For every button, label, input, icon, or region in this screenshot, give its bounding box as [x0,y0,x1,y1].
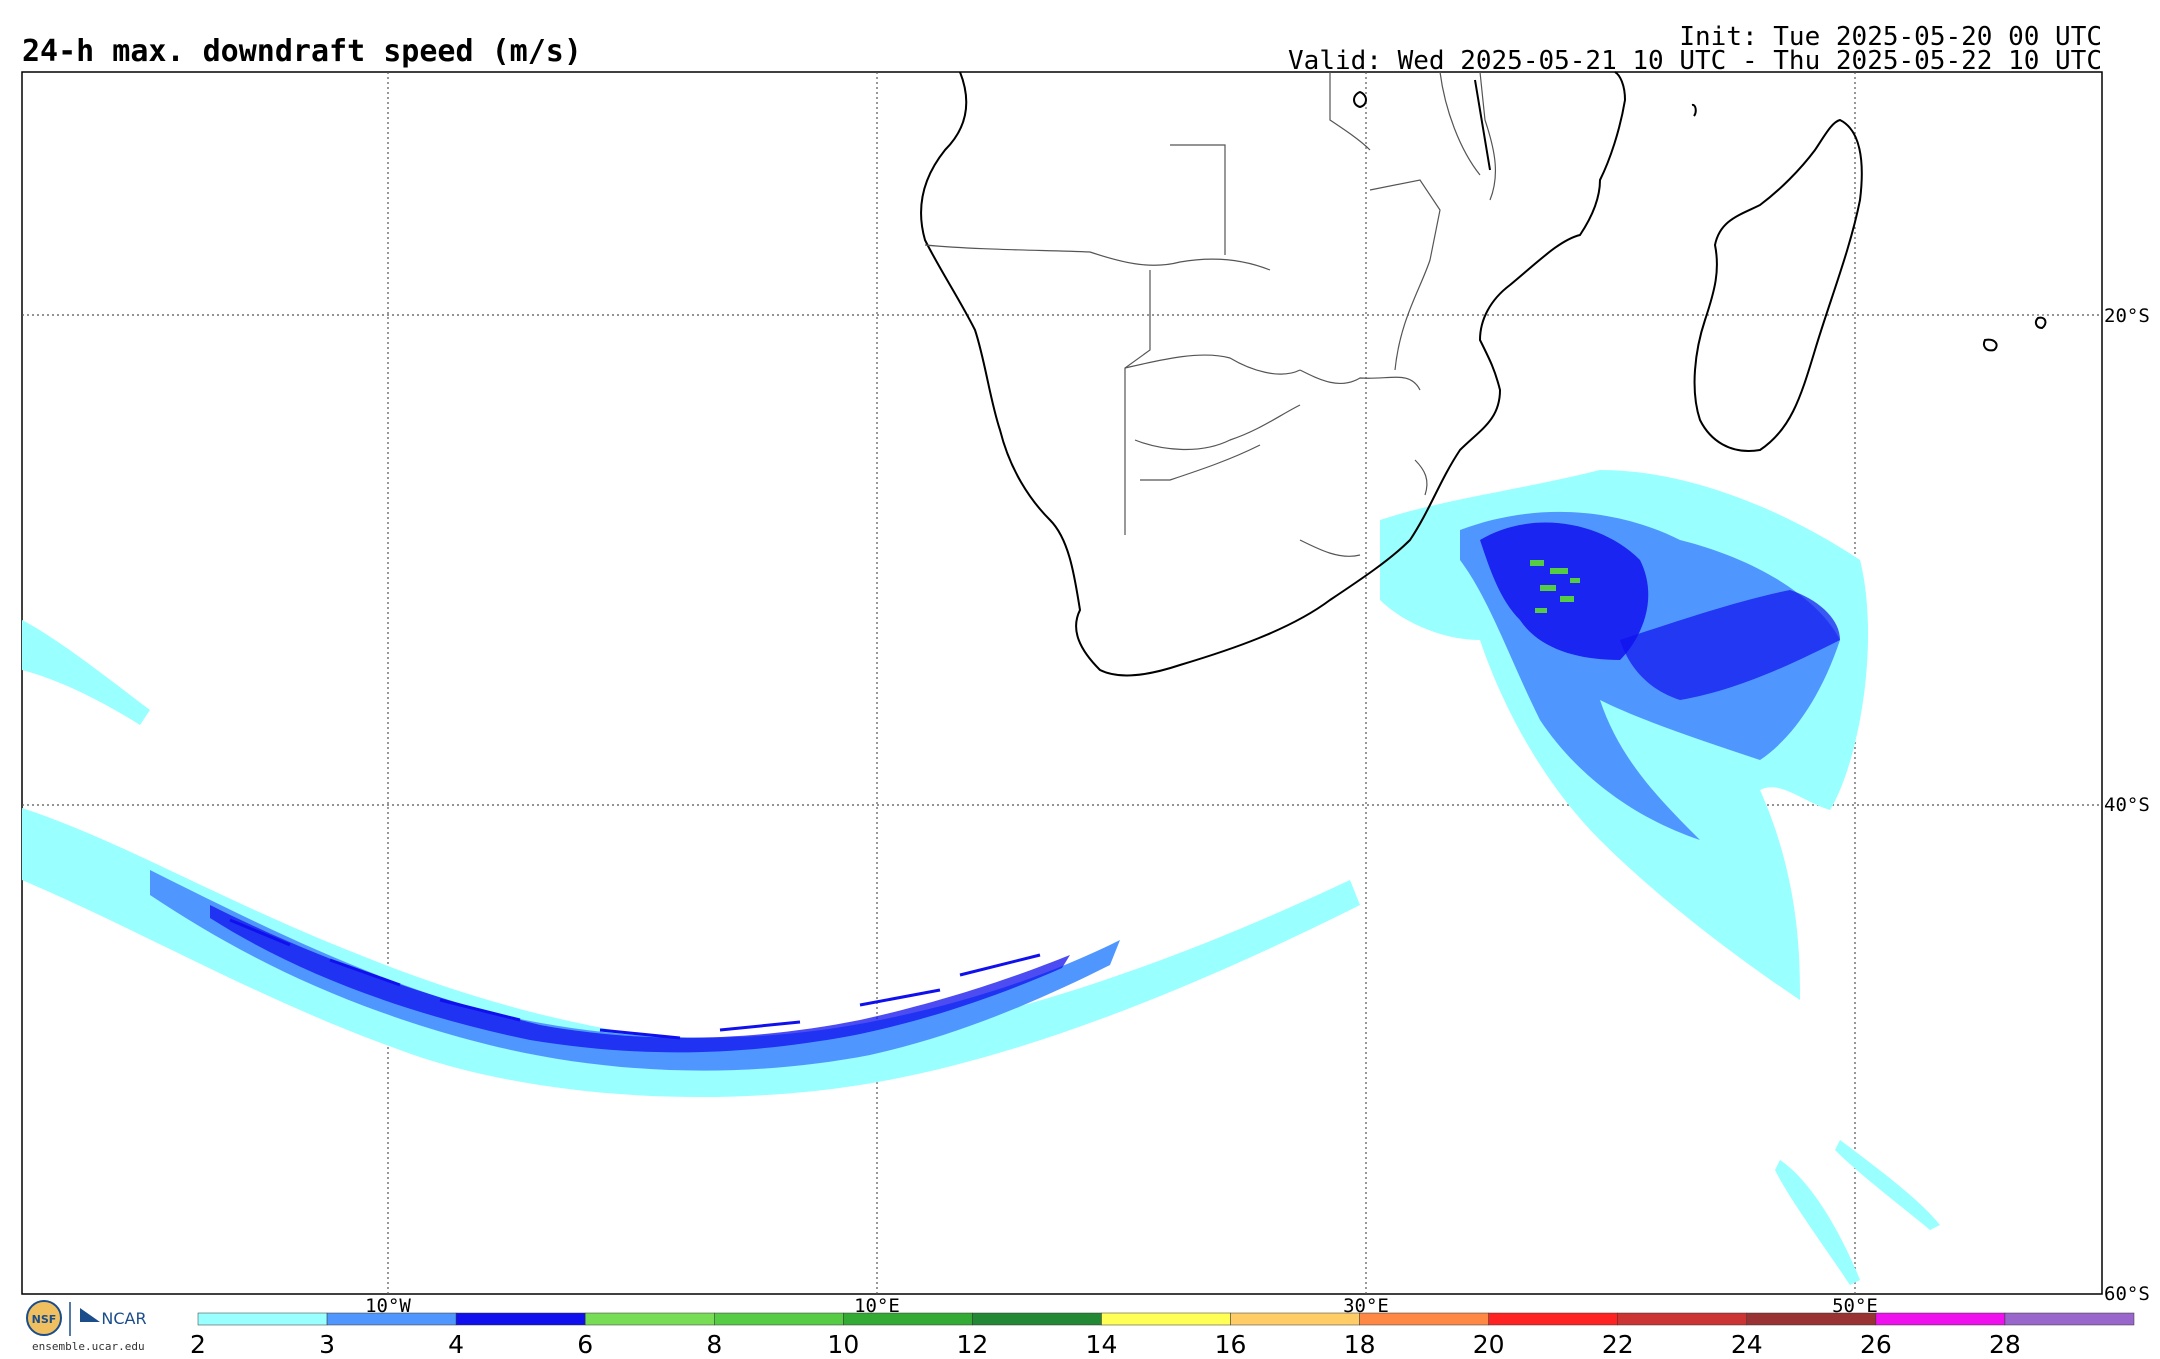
lake-malawi [1474,79,1491,171]
far-se-streak-1 [1775,1160,1860,1285]
island-mauritius [1983,338,1998,352]
colorbar-tick-label: 2 [190,1330,206,1359]
colorbar-swatch [843,1312,973,1326]
colorbar-tick-label: 18 [1343,1330,1376,1359]
colorbar-tick-label: 24 [1730,1330,1763,1359]
colorbar-tick-label: 26 [1859,1330,1892,1359]
colorbar-swatch [1875,1312,2006,1326]
colorbar-tick-label: 20 [1472,1330,1505,1359]
site-url: ensemble.ucar.edu [32,1340,145,1353]
ncar-logo-text: NCAR [101,1309,146,1328]
colorbar-swatch [972,1312,1102,1326]
nsf-logo-icon [26,1300,62,1336]
colorbar-tick-label: 28 [1989,1330,2021,1359]
lat-label-60s: 60°S [2104,1283,2150,1305]
colorbar-tick-label: 14 [1085,1330,1118,1359]
colorbar [197,1312,2135,1326]
colorbar-swatch [455,1312,586,1326]
ncar-logo-icon [80,1308,100,1322]
lon-label-30e: 30°E [1343,1295,1389,1317]
country-borders [924,71,1497,557]
se-plume-east-core [1620,590,1840,700]
nsf-logo-text: NSF [32,1313,57,1326]
se-plume-green-cells [1530,560,1580,613]
lat-label-20s: 20°S [2104,305,2150,327]
colorbar-swatch [1488,1312,1618,1326]
island-comoros [1691,103,1697,117]
colorbar-tick-label: 22 [1601,1330,1634,1359]
colorbar-tick-label: 6 [577,1330,594,1359]
colorbar-swatch [584,1312,715,1326]
lat-label-40s: 40°S [2104,794,2150,816]
colorbar-swatch [197,1312,328,1326]
colorbar-swatch [1617,1312,1748,1326]
madagascar-coastline [1693,118,1863,452]
valid-time: Valid: Wed 2025-05-21 10 UTC - Thu 2025-… [1288,46,2102,76]
colorbar-tick-label: 4 [448,1330,465,1359]
left-edge-plume [22,620,150,725]
colorbar-swatch [1359,1312,1489,1326]
colorbar-tick-label: 8 [706,1330,723,1359]
lake [1353,90,1367,109]
map-title: 24-h max. downdraft speed (m/s) [22,34,582,69]
colorbar-swatch [1230,1312,1360,1326]
lon-label-10e: 10°E [854,1295,900,1317]
init-time: Init: Tue 2025-05-20 00 UTC [1679,22,2102,52]
colorbar-swatch [1101,1312,1231,1326]
colorbar-swatch [1746,1312,1877,1326]
far-se-streak-2 [1835,1140,1940,1230]
colorbar-tick-label: 3 [319,1330,336,1359]
front-band-streaks [229,918,1041,1040]
colorbar-tick-label: 12 [956,1330,989,1359]
africa-coastline [920,71,1627,677]
colorbar-tick-label: 10 [827,1330,860,1359]
lon-label-10w: 10°W [365,1295,411,1317]
se-plume-core [1480,522,1649,660]
axis-labels: 10°W 10°E 30°E 50°E 20°S 40°S 60°S [365,305,2150,1317]
colorbar-swatch [326,1312,457,1326]
colorbar-swatch [2004,1312,2135,1326]
logo-area: NSF NCAR [24,1298,164,1350]
colorbar-tick-label: 16 [1214,1330,1247,1359]
island-reunion [2034,316,2047,330]
front-band-outer [22,808,1360,1098]
colorbar-swatch [714,1312,844,1326]
lon-label-50e: 50°E [1832,1295,1878,1317]
